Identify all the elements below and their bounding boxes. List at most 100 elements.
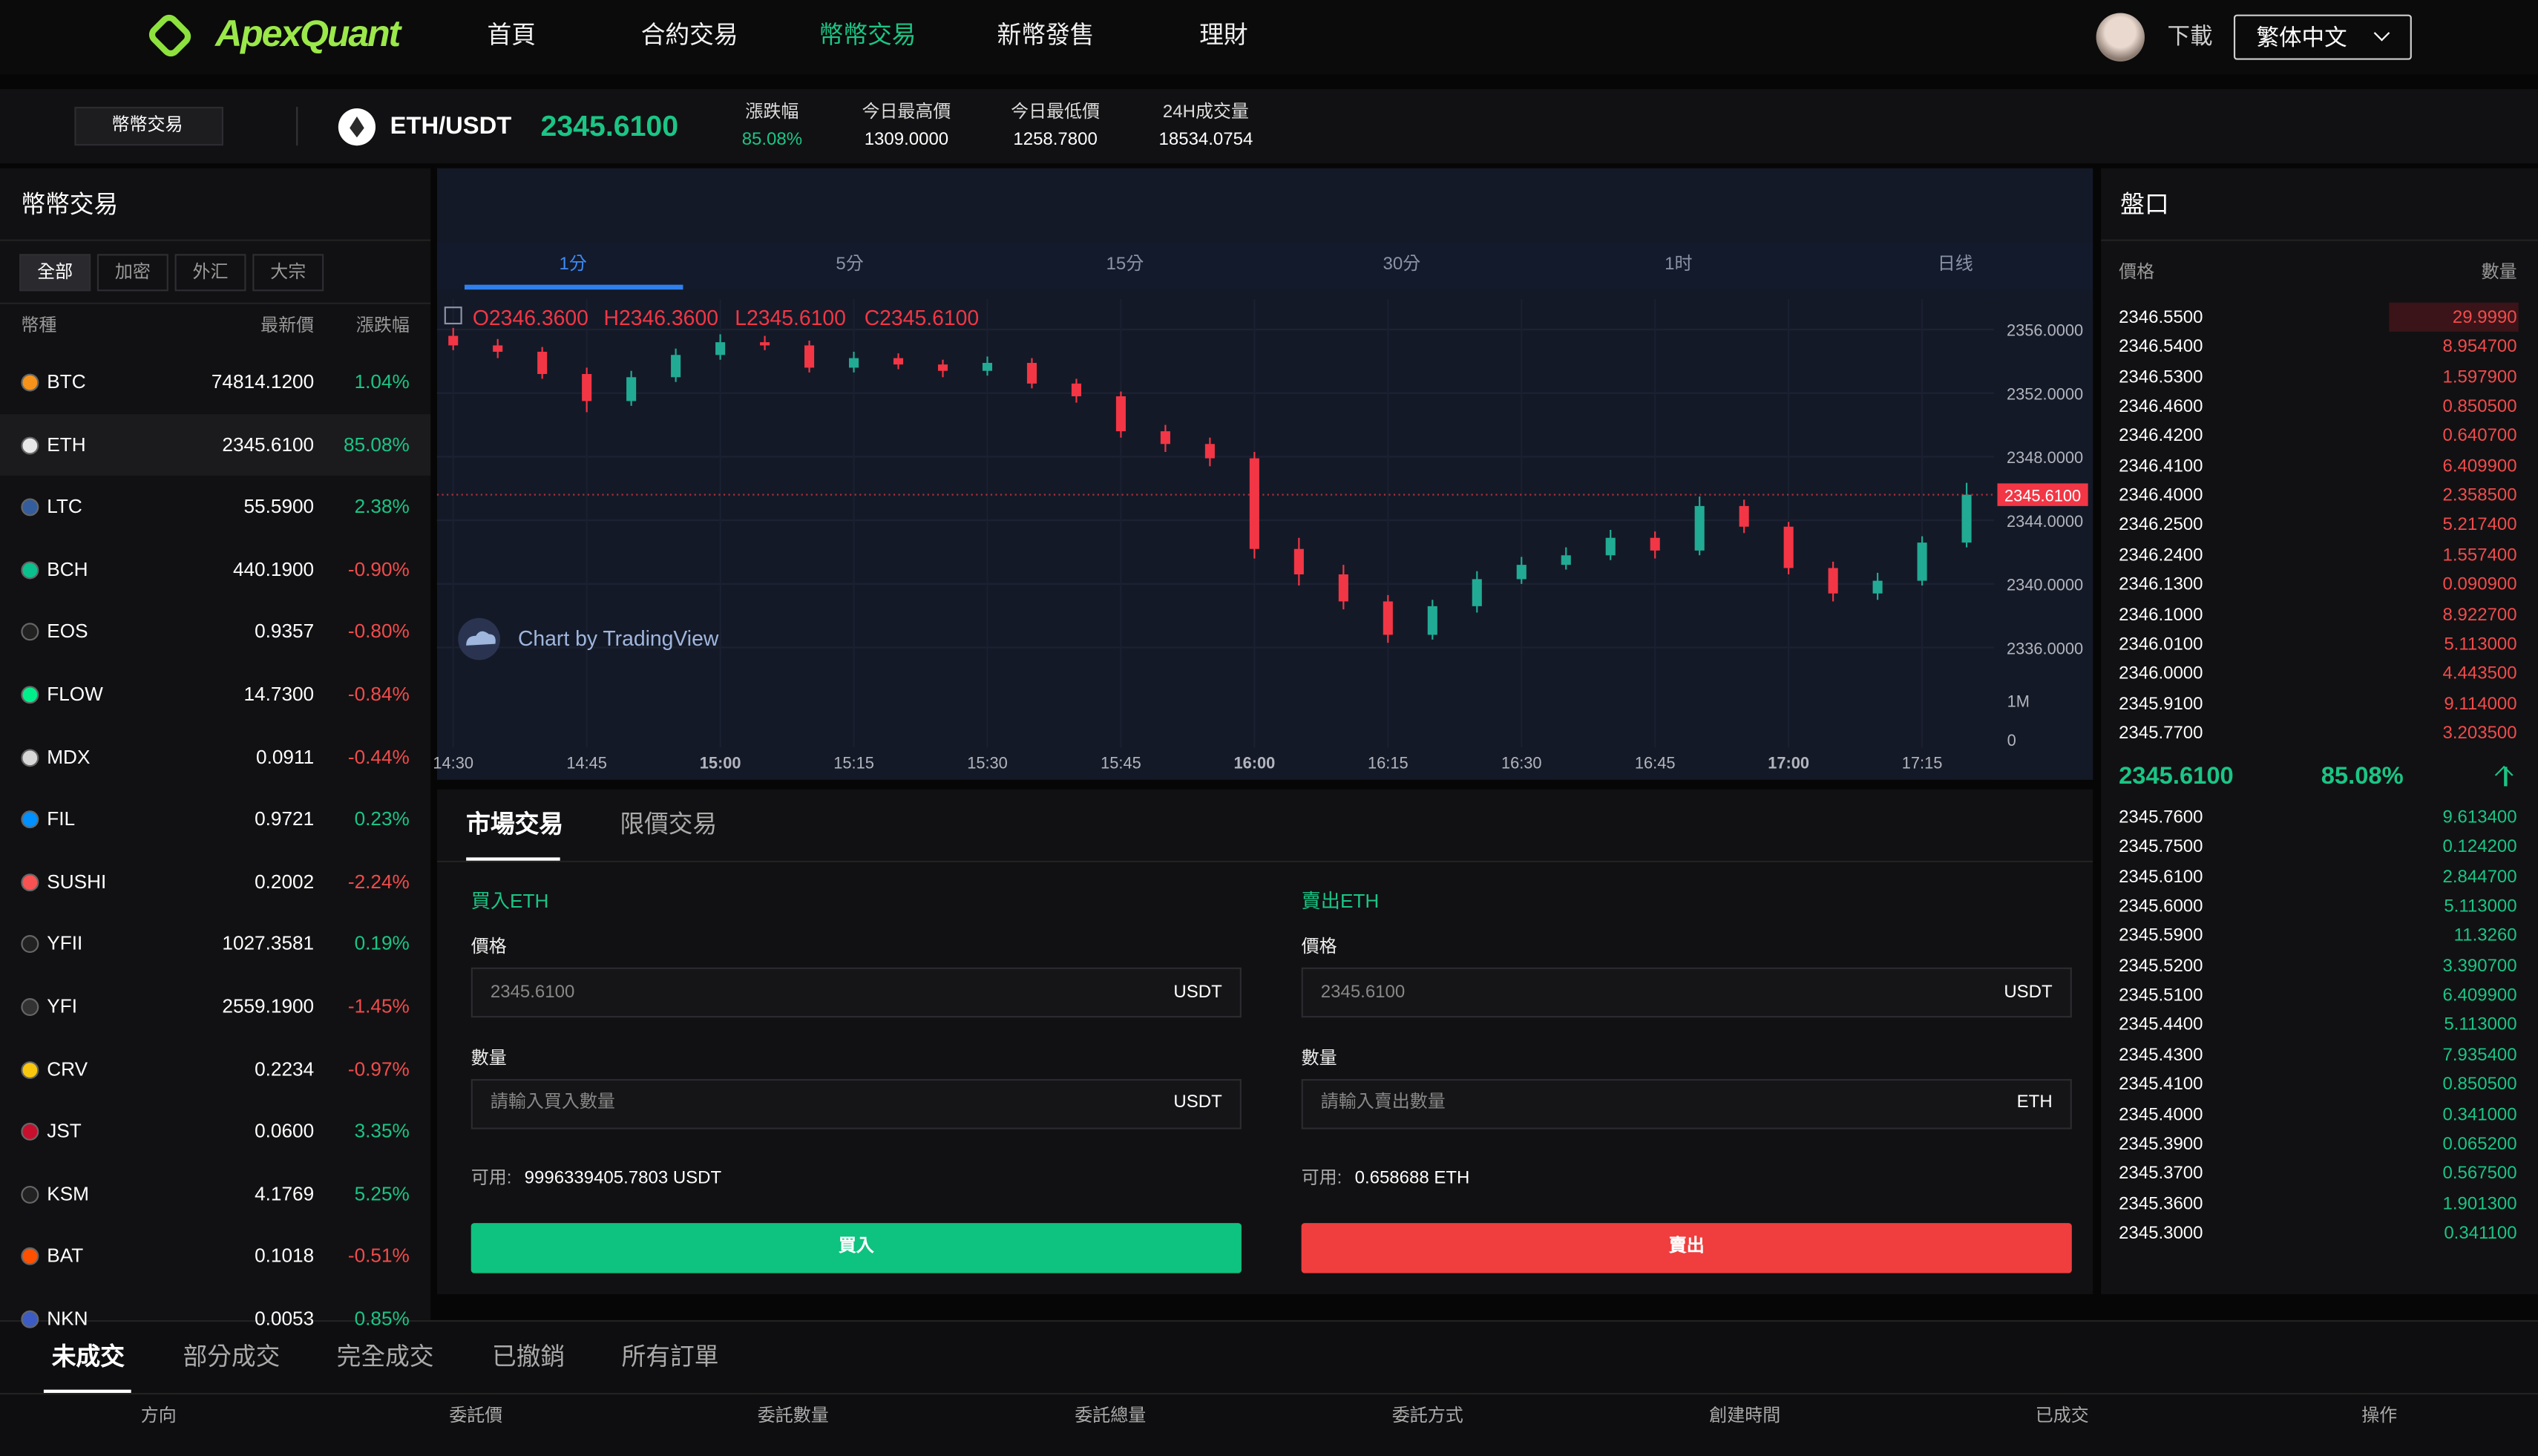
bids-price[interactable]: 2345.5200 bbox=[2119, 956, 2203, 977]
asks-price[interactable]: 2345.7700 bbox=[2119, 724, 2203, 744]
asks-amount[interactable]: 8.922700 bbox=[2442, 605, 2517, 625]
asks-price[interactable]: 2346.1000 bbox=[2119, 605, 2203, 625]
asks-amount[interactable]: 5.113000 bbox=[2444, 634, 2517, 655]
buy-button-label[interactable]: 買入 bbox=[838, 1236, 874, 1256]
coin-price[interactable]: 440.1900 bbox=[232, 557, 315, 581]
coin-symbol[interactable]: YFI bbox=[47, 994, 77, 1018]
sell-button-label[interactable]: 賣出 bbox=[1668, 1236, 1705, 1256]
asks-price[interactable]: 2346.2500 bbox=[2119, 516, 2203, 536]
asks-price[interactable]: 2346.4200 bbox=[2119, 427, 2203, 447]
orders-tab[interactable]: 未成交 bbox=[51, 1343, 125, 1371]
asks-amount[interactable]: 0.850500 bbox=[2442, 397, 2517, 417]
coin-change[interactable]: -0.84% bbox=[347, 682, 410, 706]
interval-tab[interactable]: 日线 bbox=[1937, 255, 1973, 275]
coin-symbol[interactable]: SUSHI bbox=[47, 870, 107, 893]
buy-button[interactable] bbox=[470, 1223, 1242, 1273]
nav-item[interactable]: 幣幣交易 bbox=[819, 22, 916, 50]
coin-change[interactable]: 3.35% bbox=[354, 1119, 410, 1143]
bids-price[interactable]: 2345.5100 bbox=[2119, 986, 2203, 1006]
coin-change[interactable]: -0.51% bbox=[347, 1245, 410, 1268]
bids-amount[interactable]: 3.390700 bbox=[2442, 956, 2517, 977]
coin-change[interactable]: -1.45% bbox=[347, 994, 410, 1018]
coin-symbol[interactable]: FLOW bbox=[47, 682, 103, 706]
asks-price[interactable]: 2346.2400 bbox=[2119, 545, 2203, 565]
coin-symbol[interactable]: LTC bbox=[47, 495, 82, 519]
market-filter-label[interactable]: 加密 bbox=[114, 263, 151, 283]
interval-tab[interactable]: 15分 bbox=[1106, 255, 1144, 275]
coin-change[interactable]: 0.19% bbox=[354, 932, 410, 956]
bids-amount[interactable]: 1.901300 bbox=[2442, 1193, 2517, 1214]
asks-amount[interactable]: 0.640700 bbox=[2442, 427, 2517, 447]
trade-tab[interactable]: 市場交易 bbox=[466, 811, 564, 839]
coin-price[interactable]: 0.2234 bbox=[255, 1057, 315, 1080]
asks-price[interactable]: 2346.5500 bbox=[2119, 308, 2203, 328]
bids-price[interactable]: 2345.3900 bbox=[2119, 1134, 2203, 1155]
coin-change[interactable]: 0.85% bbox=[354, 1307, 410, 1330]
asks-amount[interactable]: 6.409900 bbox=[2442, 456, 2517, 476]
asks-price[interactable]: 2346.4100 bbox=[2119, 456, 2203, 476]
asks-price[interactable]: 2346.4600 bbox=[2119, 397, 2203, 417]
asks-price[interactable]: 2345.9100 bbox=[2119, 694, 2203, 714]
asks-price[interactable]: 2346.0100 bbox=[2119, 634, 2203, 655]
bids-price[interactable]: 2345.3600 bbox=[2119, 1193, 2203, 1214]
coin-change[interactable]: 0.23% bbox=[354, 807, 410, 830]
asks-amount[interactable]: 0.090900 bbox=[2442, 575, 2517, 595]
coin-price[interactable]: 0.9357 bbox=[255, 620, 315, 643]
bids-price[interactable]: 2345.3000 bbox=[2119, 1223, 2203, 1244]
bids-price[interactable]: 2345.4300 bbox=[2119, 1045, 2203, 1066]
coin-symbol[interactable]: YFII bbox=[47, 932, 83, 956]
language-select[interactable] bbox=[2233, 14, 2412, 60]
bids-price[interactable]: 2345.7500 bbox=[2119, 837, 2203, 858]
bids-price[interactable]: 2345.6100 bbox=[2119, 867, 2203, 888]
bids-amount[interactable]: 5.113000 bbox=[2444, 1015, 2517, 1036]
coin-change[interactable]: 2.38% bbox=[354, 495, 410, 519]
bids-amount[interactable]: 5.113000 bbox=[2444, 896, 2517, 917]
bids-price[interactable]: 2345.6000 bbox=[2119, 896, 2203, 917]
market-filter-label[interactable]: 全部 bbox=[37, 263, 73, 283]
bids-amount[interactable]: 6.409900 bbox=[2442, 986, 2517, 1006]
coin-symbol[interactable]: EOS bbox=[47, 620, 88, 643]
coin-price[interactable]: 55.5900 bbox=[243, 495, 315, 519]
nav-item[interactable]: 理財 bbox=[1199, 22, 1248, 50]
asks-amount[interactable]: 1.597900 bbox=[2442, 367, 2517, 387]
nav-item[interactable]: 首頁 bbox=[487, 22, 536, 50]
interval-tab[interactable]: 30分 bbox=[1383, 255, 1421, 275]
bids-amount[interactable]: 0.065200 bbox=[2442, 1134, 2517, 1155]
asks-amount[interactable]: 5.217400 bbox=[2442, 516, 2517, 536]
coin-symbol[interactable]: KSM bbox=[47, 1182, 89, 1205]
coin-price[interactable]: 0.9721 bbox=[255, 807, 315, 830]
market-filter[interactable] bbox=[96, 254, 168, 292]
asks-amount[interactable]: 2.358500 bbox=[2442, 486, 2517, 506]
asks-amount[interactable]: 3.203500 bbox=[2442, 724, 2517, 744]
coin-symbol[interactable]: MDX bbox=[47, 745, 91, 768]
coin-change[interactable]: -2.24% bbox=[347, 870, 410, 893]
coin-price[interactable]: 2559.1900 bbox=[222, 994, 315, 1018]
bids-amount[interactable]: 0.850500 bbox=[2442, 1075, 2517, 1095]
asks-amount[interactable]: 8.954700 bbox=[2442, 338, 2517, 358]
orders-tab[interactable]: 已撤銷 bbox=[492, 1343, 565, 1371]
coin-price[interactable]: 0.0053 bbox=[255, 1307, 315, 1330]
price-input[interactable] bbox=[1301, 967, 2072, 1018]
orders-tab[interactable]: 部分成交 bbox=[183, 1343, 281, 1371]
bids-amount[interactable]: 0.124200 bbox=[2442, 837, 2517, 858]
coin-symbol[interactable]: FIL bbox=[47, 807, 76, 830]
coin-price[interactable]: 0.0600 bbox=[255, 1119, 315, 1143]
market-filter-label[interactable]: 大宗 bbox=[270, 263, 306, 283]
bids-price[interactable]: 2345.4100 bbox=[2119, 1075, 2203, 1095]
trade-tab[interactable]: 限價交易 bbox=[620, 811, 718, 839]
bids-amount[interactable]: 0.341000 bbox=[2442, 1104, 2517, 1125]
coin-change[interactable]: -0.90% bbox=[347, 557, 410, 581]
coin-symbol[interactable]: BTC bbox=[47, 370, 86, 393]
bids-price[interactable]: 2345.4400 bbox=[2119, 1015, 2203, 1036]
coin-price[interactable]: 0.0911 bbox=[256, 745, 315, 768]
coin-price[interactable]: 14.7300 bbox=[243, 682, 315, 706]
coin-symbol[interactable]: CRV bbox=[47, 1057, 88, 1080]
bids-amount[interactable]: 2.844700 bbox=[2442, 867, 2517, 888]
ticker-tab-label[interactable]: 幣幣交易 bbox=[111, 115, 183, 136]
asks-price[interactable]: 2346.5300 bbox=[2119, 367, 2203, 387]
coin-change[interactable]: -0.97% bbox=[347, 1057, 410, 1080]
coin-price[interactable]: 74814.1200 bbox=[211, 370, 315, 393]
asks-amount[interactable]: 4.443500 bbox=[2442, 664, 2517, 684]
orders-tab[interactable]: 完全成交 bbox=[336, 1343, 434, 1371]
language-label[interactable]: 繁体中文 bbox=[2256, 24, 2347, 50]
